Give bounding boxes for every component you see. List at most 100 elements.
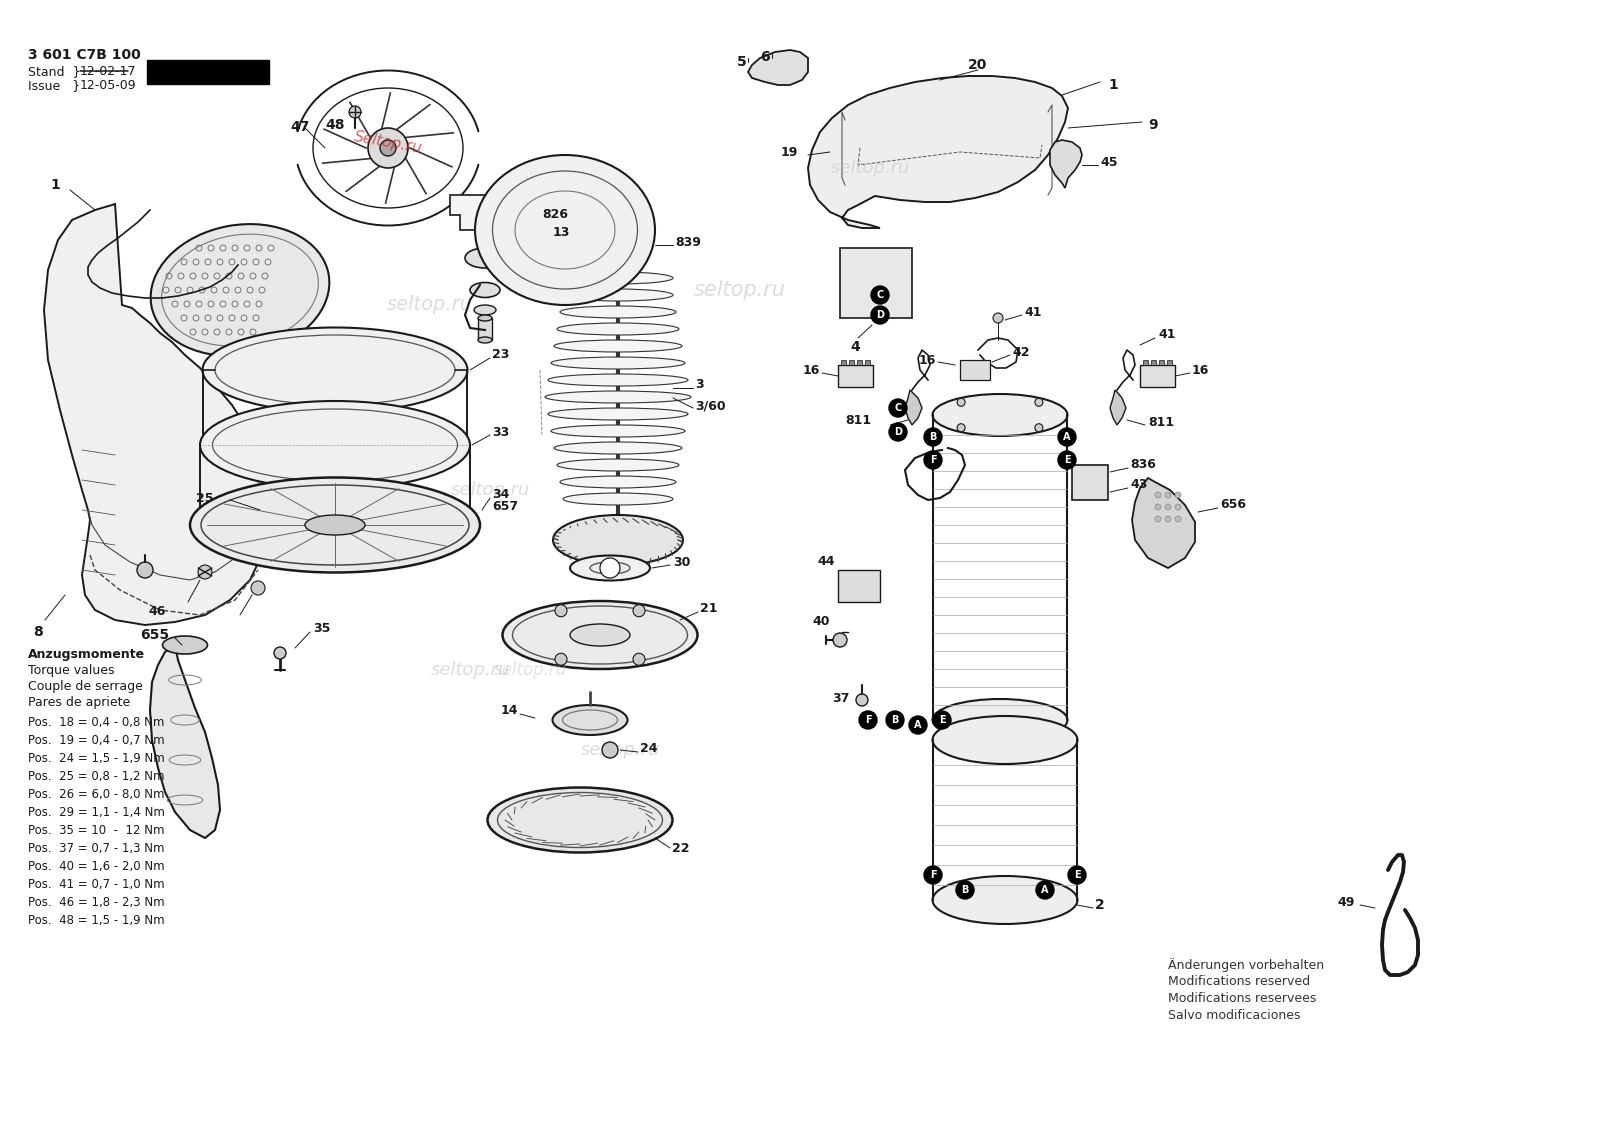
Ellipse shape xyxy=(560,476,675,488)
Text: 4: 4 xyxy=(850,340,859,354)
Circle shape xyxy=(890,399,907,417)
Circle shape xyxy=(138,562,154,579)
Text: Pos.  48 = 1,5 - 1,9 Nm: Pos. 48 = 1,5 - 1,9 Nm xyxy=(29,914,165,927)
Text: Pos.  25 = 0,8 - 1,2 Nm: Pos. 25 = 0,8 - 1,2 Nm xyxy=(29,770,165,783)
Ellipse shape xyxy=(933,876,1077,924)
Circle shape xyxy=(1165,516,1171,522)
Ellipse shape xyxy=(470,282,499,297)
Bar xyxy=(1158,360,1165,365)
Text: 42: 42 xyxy=(1013,346,1029,358)
Text: D: D xyxy=(877,310,883,320)
Polygon shape xyxy=(906,390,922,425)
Ellipse shape xyxy=(602,232,634,254)
Circle shape xyxy=(1174,492,1181,498)
Circle shape xyxy=(1035,424,1043,432)
Text: 826: 826 xyxy=(542,209,568,221)
Text: 839: 839 xyxy=(675,235,701,249)
Circle shape xyxy=(957,424,965,432)
Text: 657: 657 xyxy=(493,499,518,513)
Circle shape xyxy=(859,711,877,729)
Ellipse shape xyxy=(554,515,683,565)
Text: 34: 34 xyxy=(493,487,509,501)
Circle shape xyxy=(1069,866,1086,884)
Ellipse shape xyxy=(563,272,674,284)
Text: Pos.  18 = 0,4 - 0,8 Nm: Pos. 18 = 0,4 - 0,8 Nm xyxy=(29,716,165,729)
Ellipse shape xyxy=(563,493,674,505)
Circle shape xyxy=(1035,398,1043,407)
Text: 16: 16 xyxy=(803,364,819,376)
Polygon shape xyxy=(1050,140,1082,188)
Ellipse shape xyxy=(547,374,688,386)
Circle shape xyxy=(368,128,408,168)
Text: 836: 836 xyxy=(1130,459,1155,471)
Text: 49: 49 xyxy=(1338,895,1355,909)
Text: Modifications reservees: Modifications reservees xyxy=(1168,992,1317,1005)
Ellipse shape xyxy=(554,442,682,454)
Text: A: A xyxy=(914,720,922,730)
Text: 3 601 C7B 100: 3 601 C7B 100 xyxy=(29,47,141,62)
Circle shape xyxy=(555,605,566,617)
Text: E: E xyxy=(1064,455,1070,466)
Text: B: B xyxy=(891,715,899,725)
Ellipse shape xyxy=(547,408,688,420)
Text: 1: 1 xyxy=(50,179,59,192)
Ellipse shape xyxy=(200,401,470,489)
Ellipse shape xyxy=(933,394,1067,436)
Circle shape xyxy=(381,140,397,156)
Ellipse shape xyxy=(557,459,678,471)
Circle shape xyxy=(1058,428,1075,446)
Text: seltop.ru: seltop.ru xyxy=(830,159,910,177)
Text: 33: 33 xyxy=(493,426,509,438)
Text: Pos.  35 = 10  -  12 Nm: Pos. 35 = 10 - 12 Nm xyxy=(29,824,165,837)
Circle shape xyxy=(602,742,618,758)
Text: 30: 30 xyxy=(674,556,690,568)
Bar xyxy=(1166,360,1171,365)
Text: C: C xyxy=(877,290,883,299)
Ellipse shape xyxy=(203,328,467,412)
Text: 3: 3 xyxy=(694,379,704,391)
Circle shape xyxy=(634,653,645,666)
Polygon shape xyxy=(749,50,808,85)
Text: E: E xyxy=(939,715,946,725)
Circle shape xyxy=(925,451,942,469)
Text: Pos.  46 = 1,8 - 2,3 Nm: Pos. 46 = 1,8 - 2,3 Nm xyxy=(29,896,165,909)
Text: Pos.  29 = 1,1 - 1,4 Nm: Pos. 29 = 1,1 - 1,4 Nm xyxy=(29,806,165,819)
Circle shape xyxy=(870,286,890,304)
Ellipse shape xyxy=(554,340,682,353)
Bar xyxy=(842,360,846,365)
Bar xyxy=(1142,360,1149,365)
Text: Seltop.ru: Seltop.ru xyxy=(352,130,424,156)
Circle shape xyxy=(1058,451,1075,469)
Bar xyxy=(866,360,870,365)
Text: Stand  }: Stand } xyxy=(29,66,80,78)
Ellipse shape xyxy=(190,478,480,573)
Text: 23: 23 xyxy=(493,348,509,362)
Circle shape xyxy=(886,711,904,729)
Bar xyxy=(1139,365,1174,386)
Text: 12-02-17: 12-02-17 xyxy=(80,66,136,78)
Polygon shape xyxy=(450,195,520,231)
Circle shape xyxy=(957,881,974,899)
Text: 22: 22 xyxy=(672,842,690,854)
Text: 45: 45 xyxy=(1101,156,1117,168)
Text: 16: 16 xyxy=(918,354,936,366)
Ellipse shape xyxy=(306,515,365,534)
Text: Pos.  37 = 0,7 - 1,3 Nm: Pos. 37 = 0,7 - 1,3 Nm xyxy=(29,842,165,855)
Circle shape xyxy=(834,633,846,647)
Text: Pares de apriete: Pares de apriete xyxy=(29,696,130,709)
Polygon shape xyxy=(808,76,1069,228)
Text: F: F xyxy=(930,455,936,466)
Ellipse shape xyxy=(557,323,678,334)
Circle shape xyxy=(890,423,907,441)
Ellipse shape xyxy=(560,306,675,318)
Text: 16: 16 xyxy=(1192,364,1210,376)
Ellipse shape xyxy=(163,636,208,654)
Ellipse shape xyxy=(552,705,627,734)
Text: 40: 40 xyxy=(813,615,830,628)
Ellipse shape xyxy=(466,247,506,268)
Circle shape xyxy=(1174,516,1181,522)
Ellipse shape xyxy=(570,556,650,581)
Polygon shape xyxy=(150,645,221,838)
Text: Torque values: Torque values xyxy=(29,664,115,677)
Circle shape xyxy=(925,866,942,884)
